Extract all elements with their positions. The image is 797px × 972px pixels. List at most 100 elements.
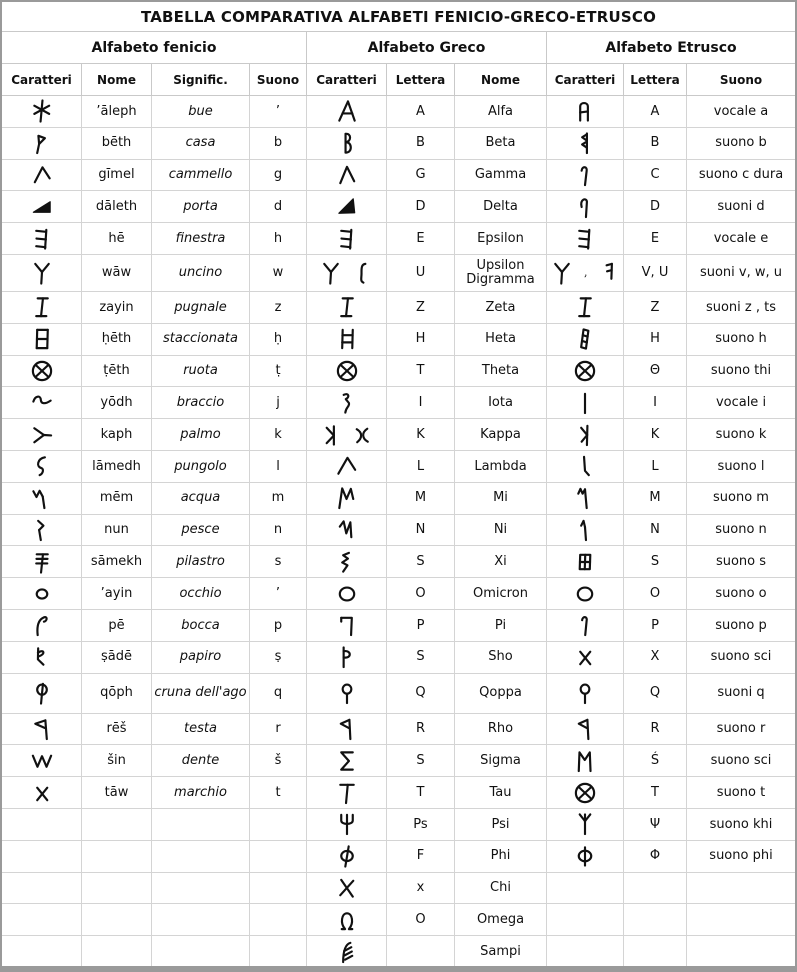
etr-h-glyph-icon xyxy=(580,328,590,350)
pe-glyph-icon xyxy=(35,616,48,637)
phoenician-caratteri-cell xyxy=(2,745,82,777)
etruscan-lettera-cell: N xyxy=(624,514,687,546)
greek-lettera-cell: S xyxy=(387,745,455,777)
phoenician-caratteri-cell xyxy=(2,291,82,323)
etruscan-caratteri-cell xyxy=(547,641,624,673)
phoenician-suono-cell: d xyxy=(250,191,307,223)
etruscan-suono-cell: suoni z , ts xyxy=(705,299,777,315)
greek-caratteri-cell xyxy=(307,450,387,482)
etr-s-glyph-icon xyxy=(578,553,592,571)
colhead-phoenician-significato: Signific. xyxy=(152,64,250,95)
etruscan-caratteri-cell xyxy=(547,514,624,546)
colhead-greek-nome: Nome xyxy=(455,64,547,95)
chi-glyph-icon xyxy=(338,878,354,898)
etruscan-caratteri-cell xyxy=(547,578,624,609)
greek-nome-cell: Qoppa xyxy=(455,673,547,713)
greek-nome-cell: Xi xyxy=(455,546,547,578)
phoenician-nome-cell xyxy=(82,872,152,904)
gimel-glyph-icon xyxy=(33,166,51,184)
iota-glyph-icon xyxy=(342,392,350,414)
phoenician-suono-cell: s xyxy=(250,546,307,578)
phoenician-suono-cell xyxy=(250,872,307,904)
greek-lettera-cell: G xyxy=(387,159,455,191)
etruscan-suono-cell: suono k xyxy=(715,426,767,442)
phoenician-suono-cell: t xyxy=(250,777,307,808)
etruscan-caratteri-cell xyxy=(547,482,624,514)
tsade-glyph-icon xyxy=(36,647,45,666)
phoenician-caratteri-cell xyxy=(2,872,82,904)
etr-p-glyph-icon xyxy=(581,616,588,637)
etruscan-caratteri-cell xyxy=(547,936,624,966)
etruscan-suono-cell: suono khi xyxy=(709,816,773,832)
greek-nome-cell: Zeta xyxy=(455,291,547,323)
taw-glyph-icon xyxy=(579,650,592,666)
etruscan-suono-cell: vocale e xyxy=(713,230,769,246)
phoenician-nome-cell: qōph xyxy=(82,673,152,713)
etr-san-glyph-icon xyxy=(577,751,592,772)
phoenician-nome-cell: ḥēth xyxy=(82,323,152,355)
etruscan-caratteri-cell xyxy=(547,904,624,936)
phoenician-significato-cell: casa xyxy=(152,127,250,159)
kappa1-glyph-icon xyxy=(325,424,335,446)
phoenician-suono-cell xyxy=(250,840,307,872)
greek-nome-cell: Epsilon xyxy=(455,223,547,254)
phoenician-caratteri-cell xyxy=(2,777,82,808)
greek-caratteri-cell xyxy=(307,254,387,291)
waw-glyph-icon xyxy=(323,262,339,285)
greek-caratteri-cell xyxy=(307,482,387,514)
etruscan-suono-cell: vocale i xyxy=(715,394,767,410)
greek-nome-cell: Gamma xyxy=(455,159,547,191)
phoenician-caratteri-cell xyxy=(2,673,82,713)
phoenician-caratteri-cell xyxy=(2,578,82,609)
phoenician-suono-cell: r xyxy=(250,713,307,745)
etruscan-caratteri-cell xyxy=(547,419,624,450)
etruscan-caratteri-cell xyxy=(547,355,624,387)
phoenician-nome-cell: wāw xyxy=(82,254,152,291)
greek-nome-cell: Omicron xyxy=(455,578,547,609)
phoenician-nome-cell: hē xyxy=(82,223,152,254)
etruscan-suono-cell: vocale a xyxy=(713,103,769,119)
etruscan-suono-cell: suoni d xyxy=(717,198,765,214)
phoenician-nome-cell xyxy=(82,840,152,872)
ayin-glyph-icon xyxy=(35,587,48,600)
zayin-glyph-icon xyxy=(578,297,592,318)
etruscan-suono-cell: suono n xyxy=(715,522,767,538)
nun-glyph-icon xyxy=(36,519,45,542)
phoenician-caratteri-cell xyxy=(2,641,82,673)
phoenician-nome-cell: tāw xyxy=(82,777,152,808)
etruscan-lettera-cell: Ś xyxy=(624,745,687,777)
phoenician-significato-cell: occhio xyxy=(152,578,250,609)
teth-glyph-icon xyxy=(574,360,596,382)
greek-lettera-cell: T xyxy=(387,777,455,808)
section-header-row: Alfabeto fenicio Alfabeto Greco Alfabeto… xyxy=(2,32,795,64)
phoenician-nome-cell: nun xyxy=(82,514,152,546)
greek-nome-cell: Psi xyxy=(455,808,547,840)
beth-glyph-icon xyxy=(35,134,46,155)
colhead-etruscan-lettera: Lettera xyxy=(624,64,687,95)
omicron-glyph-icon xyxy=(338,586,355,602)
etruscan-suono-cell: suono phi xyxy=(709,848,773,864)
greek-caratteri-cell xyxy=(307,159,387,191)
greek-lettera-cell: O xyxy=(387,578,455,609)
etr-khi-glyph-icon xyxy=(578,813,592,836)
etruscan-suono-cell: suono thi xyxy=(710,363,772,379)
etruscan-lettera-cell: P xyxy=(624,609,687,641)
rho-glyph-icon xyxy=(339,718,351,741)
greek-caratteri-cell xyxy=(307,713,387,745)
section-etruscan: Alfabeto Etrusco xyxy=(605,39,737,56)
etr-c-glyph-icon xyxy=(580,166,588,187)
section-phoenician: Alfabeto fenicio xyxy=(2,32,307,63)
teth-glyph-icon xyxy=(336,360,357,382)
shin-glyph-icon xyxy=(31,754,52,768)
